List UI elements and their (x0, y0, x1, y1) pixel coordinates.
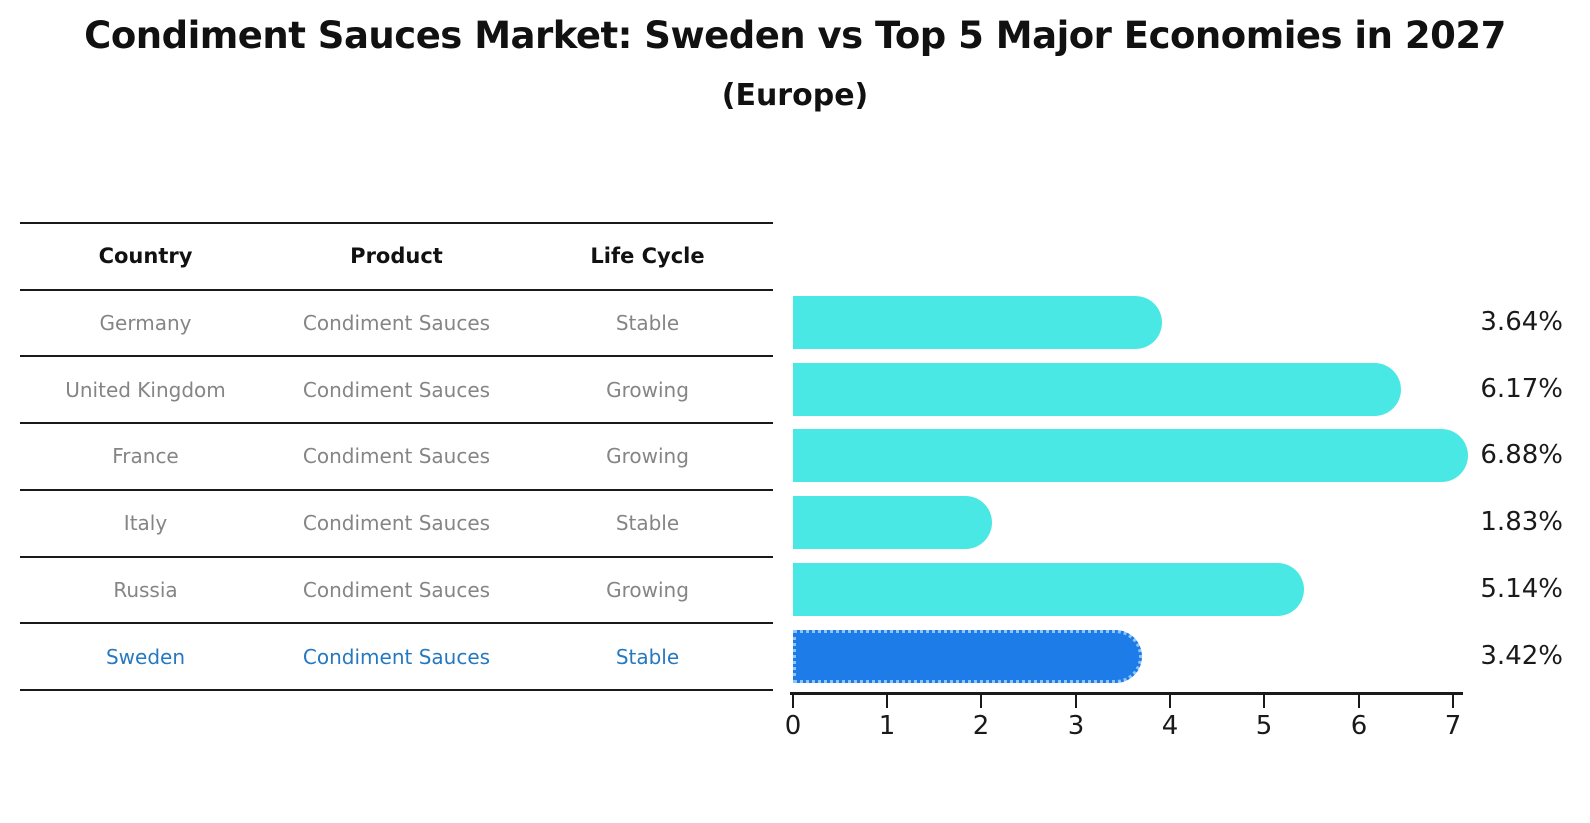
x-axis-tick (1075, 695, 1077, 708)
table-cell-country: Russia (20, 558, 271, 625)
x-axis-line (790, 692, 1463, 695)
bar-sweden (793, 629, 1142, 683)
table-cell-product: Condiment Sauces (271, 558, 522, 625)
bar-france (793, 429, 1468, 482)
table-cell-life-cycle: Growing (522, 424, 773, 491)
chart-subtitle: (Europe) (721, 78, 869, 113)
bar-value-label: 1.83% (1480, 507, 1563, 537)
x-axis-tick-label: 7 (1444, 711, 1462, 741)
table-cell-country-sweden: Sweden (20, 624, 271, 691)
x-axis-tick (1169, 695, 1171, 708)
bar-italy (793, 496, 992, 549)
table-cell-life-cycle: Growing (522, 357, 773, 425)
bar-value-label: 3.64% (1480, 307, 1563, 337)
table-cell-product: Condiment Sauces (271, 291, 522, 358)
bar-value-label: 6.88% (1480, 440, 1563, 470)
x-axis-tick-label: 6 (1350, 711, 1368, 741)
x-axis-tick-label: 2 (972, 711, 990, 741)
country-table: Country Product Life Cycle Germany Condi… (20, 222, 773, 691)
table-cell-product: Condiment Sauces (271, 424, 522, 491)
chart-title: Condiment Sauces Market: Sweden vs Top 5… (84, 14, 1506, 57)
x-axis-tick-label: 0 (784, 711, 802, 741)
table-cell-product: Condiment Sauces (271, 491, 522, 558)
x-axis-tick (980, 695, 982, 708)
x-axis-tick (1263, 695, 1265, 708)
bar-germany (793, 296, 1163, 349)
column-header-life-cycle: Life Cycle (522, 224, 773, 291)
table-cell-life-cycle: Stable (522, 491, 773, 558)
table-cell-country: Germany (20, 291, 271, 358)
x-axis-tick (886, 695, 888, 708)
x-axis-tick (1358, 695, 1360, 708)
column-header-country: Country (20, 224, 271, 291)
x-axis-tick-label: 3 (1067, 711, 1085, 741)
table-cell-product: Condiment Sauces (271, 357, 522, 425)
bar-russia (793, 562, 1304, 616)
x-axis-tick-label: 1 (878, 711, 896, 741)
bar-value-label: 3.42% (1480, 640, 1563, 671)
bar-value-label: 6.17% (1480, 373, 1563, 404)
x-axis-tick-label: 5 (1255, 711, 1273, 741)
table-cell-country: France (20, 424, 271, 491)
table-cell-life-cycle: Growing (522, 558, 773, 625)
x-axis-tick-label: 4 (1161, 711, 1179, 741)
table-cell-country: Italy (20, 491, 271, 558)
x-axis-tick (792, 695, 794, 708)
table-cell-life-cycle: Stable (522, 291, 773, 358)
table-cell-product-sweden: Condiment Sauces (271, 624, 522, 691)
bar-united-kingdom (793, 362, 1401, 416)
table-cell-country: United Kingdom (20, 357, 271, 425)
column-header-product: Product (271, 224, 522, 291)
x-axis-tick (1452, 695, 1454, 708)
table-cell-life-cycle-sweden: Stable (522, 624, 773, 691)
bar-value-label: 5.14% (1480, 573, 1563, 604)
